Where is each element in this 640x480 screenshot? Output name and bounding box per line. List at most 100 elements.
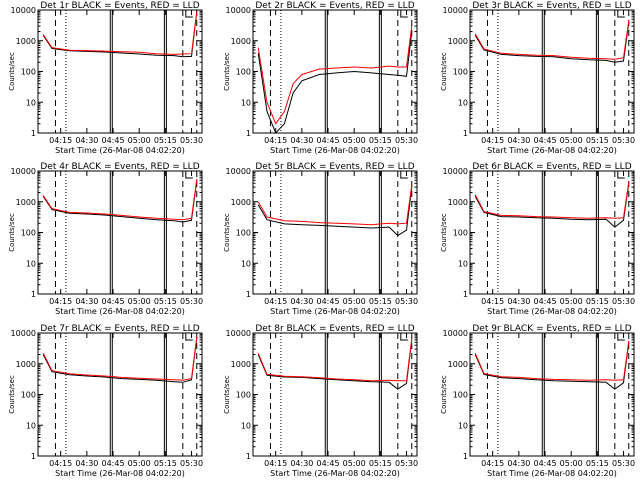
x-tick-label: 05:15 — [369, 459, 392, 468]
x-tick-label: 05:30 — [395, 459, 418, 468]
chart-title: Det 5r BLACK = Events, RED = LLD — [255, 162, 414, 172]
chart-title: Det 2r BLACK = Events, RED = LLD — [255, 1, 414, 11]
x-tick-label: 05:30 — [612, 297, 635, 306]
series-line-lld — [474, 181, 630, 219]
plot-frame — [252, 332, 418, 457]
y-tick-label: 1000 — [448, 360, 468, 369]
y-tick-label: 100 — [21, 391, 36, 400]
panel-det-1r: Det 1r BLACK = Events, RED = LLD 1 10 100 10… — [8, 1, 203, 155]
plot-frame — [252, 9, 418, 134]
panel-det-4r: Det 4r BLACK = Events, RED = LLD 1 10 100 10… — [8, 162, 203, 316]
x-tick-label: 04:30 — [507, 297, 530, 306]
x-tick-label: 04:15 — [49, 297, 72, 306]
y-axis-label: Counts/sec — [440, 375, 448, 414]
y-tick-label: 1 — [31, 452, 36, 461]
x-tick-label: 05:00 — [343, 297, 366, 306]
x-tick-label: 04:30 — [290, 136, 313, 145]
y-tick-label: 100 — [236, 68, 251, 77]
series-line-lld — [474, 340, 630, 381]
x-tick-label: 04:15 — [49, 459, 72, 468]
x-axis-label: Start Time (26-Mar-08 04:02:20) — [270, 469, 400, 478]
x-tick-label: 04:30 — [75, 136, 98, 145]
chart-title: Det 4r BLACK = Events, RED = LLD — [40, 162, 199, 172]
x-tick-label: 04:45 — [533, 297, 556, 306]
y-tick-label: 10000 — [226, 329, 251, 338]
y-tick-label: 10000 — [443, 6, 468, 15]
series-line-events — [42, 11, 198, 58]
x-tick-label: 05:30 — [180, 297, 203, 306]
y-tick-label: 10 — [458, 421, 468, 430]
series-line-lld — [257, 338, 413, 382]
x-tick-label: 05:00 — [560, 136, 583, 145]
series-line-events — [474, 22, 630, 63]
y-tick-label: 1000 — [16, 360, 36, 369]
x-tick-label: 04:45 — [533, 459, 556, 468]
x-axis-label: Start Time (26-Mar-08 04:02:20) — [270, 307, 400, 316]
y-tick-label: 10 — [458, 259, 468, 268]
x-axis-label: Start Time (26-Mar-08 04:02:20) — [55, 307, 185, 316]
series-line-lld — [42, 11, 198, 55]
panel-det-9r: Det 9r BLACK = Events, RED = LLD 1 10 100 10… — [440, 324, 635, 478]
series-line-events — [474, 183, 630, 228]
y-tick-label: 100 — [453, 68, 468, 77]
x-tick-label: 05:15 — [154, 136, 177, 145]
y-tick-label: 10 — [241, 259, 251, 268]
plot-frame — [252, 170, 418, 295]
y-tick-label: 10 — [26, 421, 36, 430]
x-axis-label: Start Time (26-Mar-08 04:02:20) — [270, 146, 400, 155]
y-tick-label: 10000 — [11, 329, 36, 338]
plot-frame — [469, 332, 635, 457]
series-line-events — [257, 187, 413, 237]
marker-bracket — [400, 10, 408, 18]
x-tick-label: 04:30 — [75, 297, 98, 306]
x-tick-label: 04:15 — [49, 136, 72, 145]
x-tick-label: 05:30 — [612, 136, 635, 145]
x-tick-label: 05:30 — [395, 297, 418, 306]
y-tick-label: 10000 — [11, 6, 36, 15]
y-tick-label: 10000 — [226, 6, 251, 15]
x-tick-label: 04:15 — [481, 297, 504, 306]
series-line-events — [257, 339, 413, 390]
y-tick-label: 1000 — [231, 360, 251, 369]
y-tick-label: 10000 — [443, 329, 468, 338]
y-tick-label: 10000 — [443, 167, 468, 176]
x-tick-label: 05:30 — [612, 459, 635, 468]
series-line-lld — [42, 336, 198, 381]
chart-title: Det 7r BLACK = Events, RED = LLD — [40, 324, 199, 334]
y-tick-label: 100 — [453, 229, 468, 238]
y-tick-label: 100 — [236, 391, 251, 400]
panel-det-8r: Det 8r BLACK = Events, RED = LLD 1 10 100 10… — [223, 324, 418, 478]
x-tick-label: 05:15 — [586, 136, 609, 145]
x-tick-label: 05:15 — [154, 297, 177, 306]
panel-det-5r: Det 5r BLACK = Events, RED = LLD 1 10 100 10… — [223, 162, 418, 316]
x-tick-label: 05:15 — [154, 459, 177, 468]
y-tick-label: 10 — [241, 421, 251, 430]
y-tick-label: 100 — [21, 68, 36, 77]
marker-bracket — [185, 333, 193, 341]
x-tick-label: 04:45 — [101, 297, 124, 306]
x-tick-label: 05:15 — [369, 297, 392, 306]
y-axis-label: Counts/sec — [223, 375, 231, 414]
x-tick-label: 04:45 — [101, 459, 124, 468]
x-tick-label: 05:15 — [586, 297, 609, 306]
x-tick-label: 05:30 — [395, 136, 418, 145]
series-line-events — [257, 31, 413, 134]
plot-frame — [469, 170, 635, 295]
y-tick-label: 10 — [458, 98, 468, 107]
x-tick-label: 04:15 — [264, 136, 287, 145]
x-tick-label: 05:30 — [180, 459, 203, 468]
chart-title: Det 1r BLACK = Events, RED = LLD — [40, 1, 199, 11]
x-tick-label: 05:00 — [560, 297, 583, 306]
x-axis-label: Start Time (26-Mar-08 04:02:20) — [55, 469, 185, 478]
y-tick-label: 1 — [463, 129, 468, 138]
x-tick-label: 05:15 — [586, 459, 609, 468]
x-tick-label: 04:15 — [481, 136, 504, 145]
x-tick-label: 04:15 — [481, 459, 504, 468]
x-tick-label: 04:30 — [290, 459, 313, 468]
y-axis-label: Counts/sec — [440, 213, 448, 252]
x-tick-label: 05:00 — [128, 297, 151, 306]
x-axis-label: Start Time (26-Mar-08 04:02:20) — [487, 469, 617, 478]
y-tick-label: 1000 — [231, 198, 251, 207]
x-tick-label: 04:30 — [290, 297, 313, 306]
